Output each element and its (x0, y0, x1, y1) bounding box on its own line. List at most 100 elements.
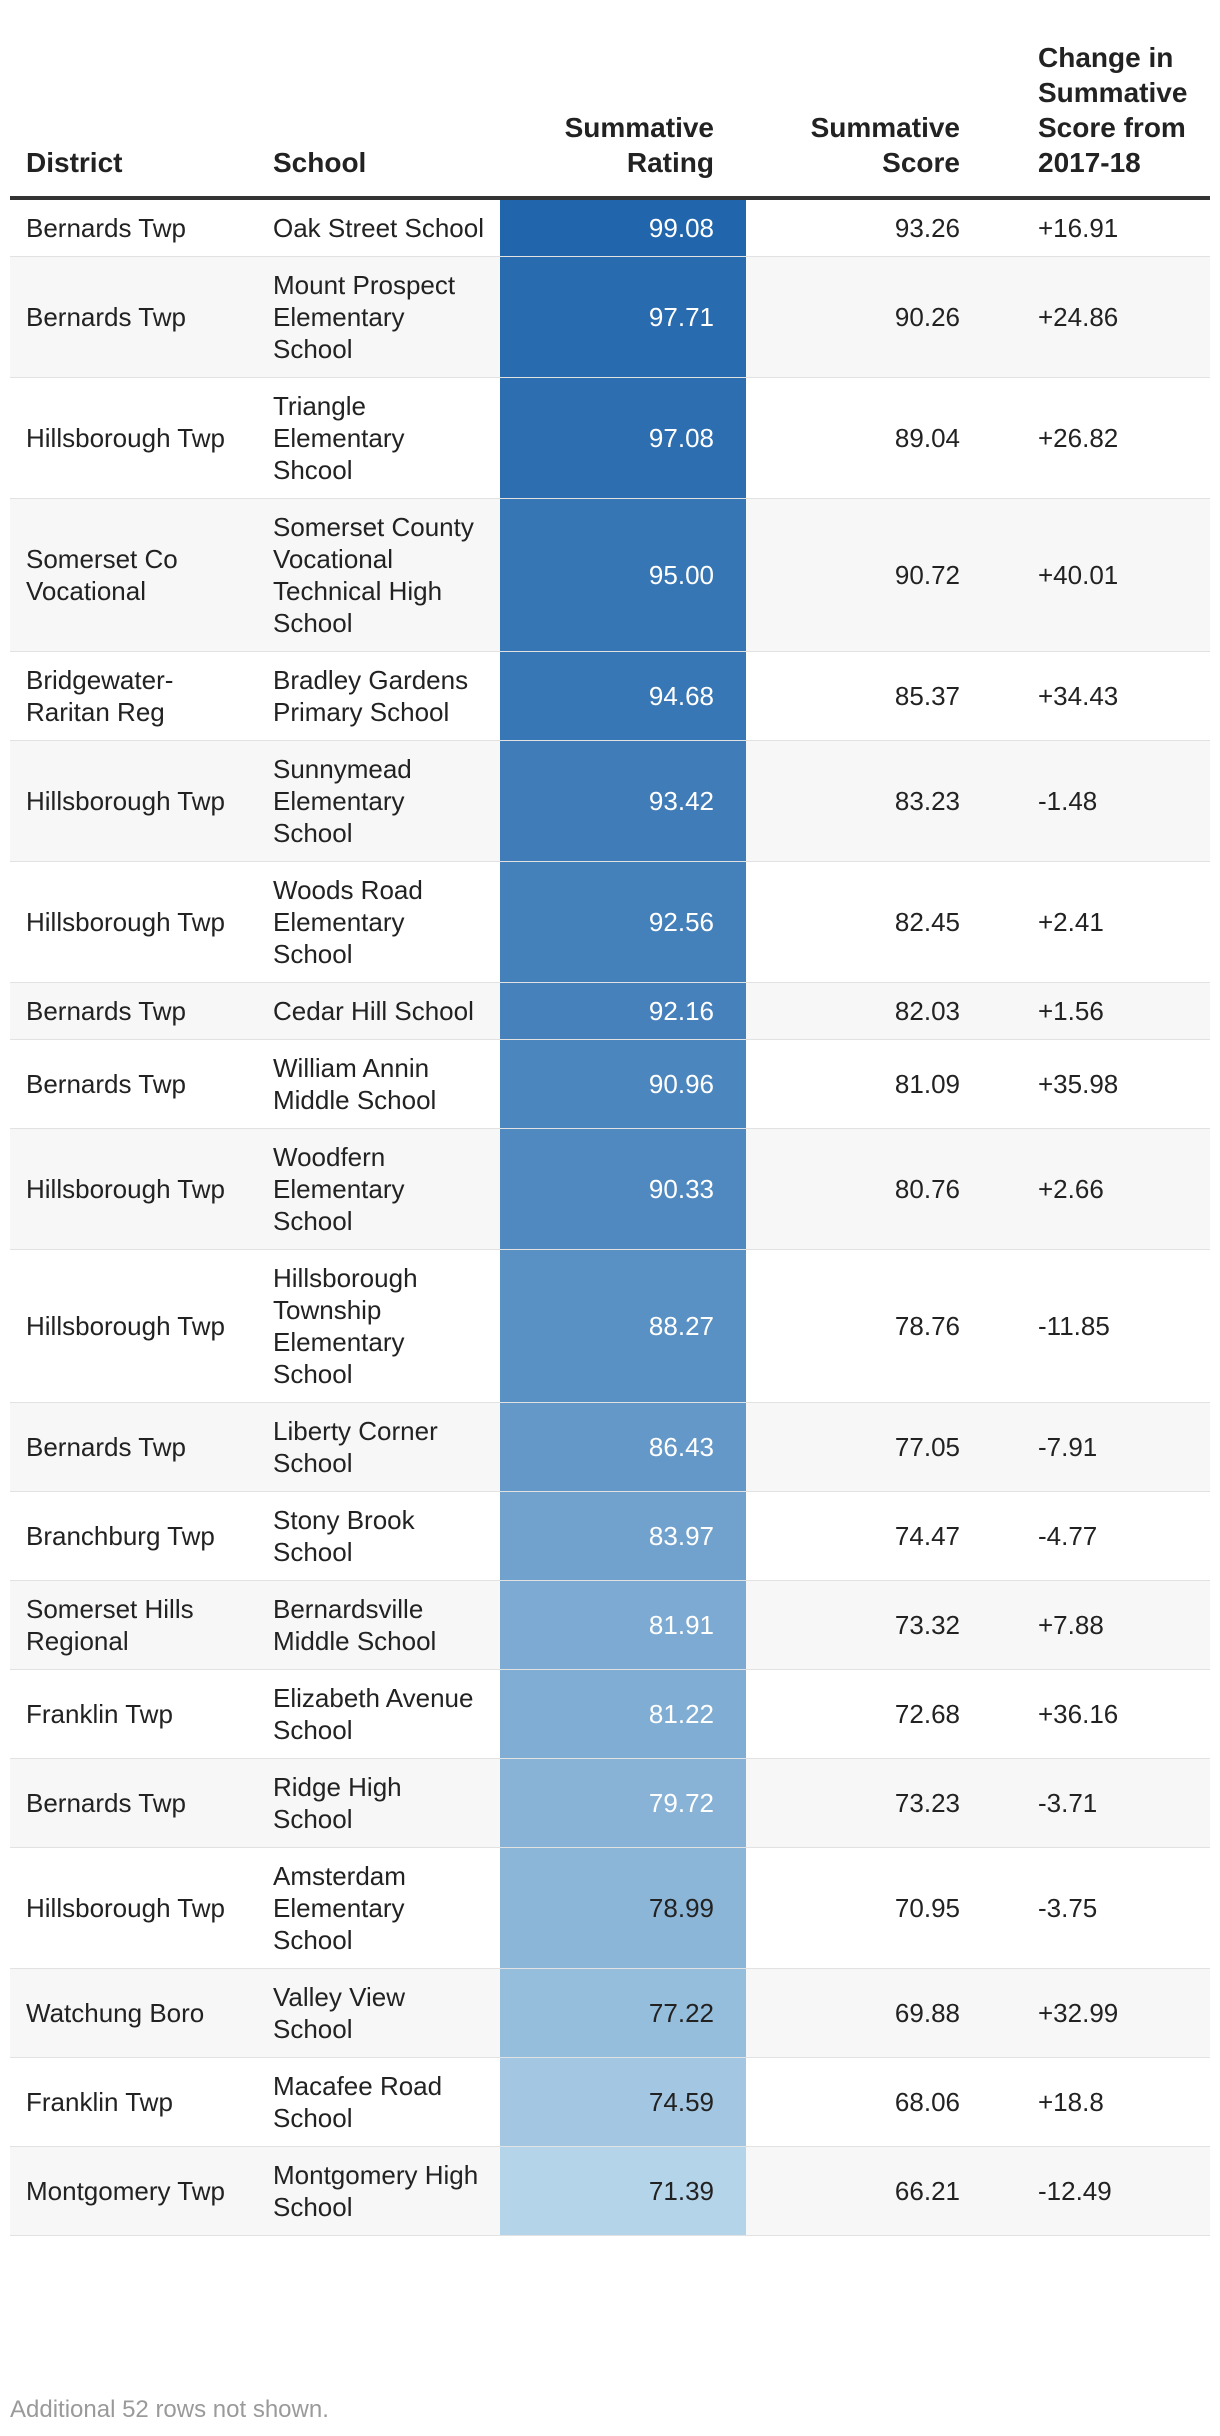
school-cell: Woods Road Elementary School (257, 861, 500, 983)
rating-cell: 93.42 (500, 740, 746, 862)
column-header-change[interactable]: Change in Summative Score from 2017-18 (992, 40, 1210, 200)
table-row: Watchung Boro Valley View School 77.22 69.8… (10, 1968, 1210, 2058)
district-cell: Watchung Boro (10, 1968, 257, 2058)
score-cell: 82.45 (746, 861, 992, 983)
change-cell: +7.88 (992, 1580, 1210, 1670)
rating-cell: 81.91 (500, 1580, 746, 1670)
district-cell: Hillsborough Twp (10, 861, 257, 983)
column-header-school[interactable]: School (257, 40, 500, 200)
rating-cell: 78.99 (500, 1847, 746, 1969)
district-cell: Montgomery Twp (10, 2146, 257, 2236)
school-cell: Montgomery High School (257, 2146, 500, 2236)
score-cell: 69.88 (746, 1968, 992, 2058)
school-cell: Amsterdam Elementary School (257, 1847, 500, 1969)
table-row: Hillsborough Twp Woods Road Elementary Sc… (10, 861, 1210, 983)
change-cell: +32.99 (992, 1968, 1210, 2058)
score-cell: 68.06 (746, 2057, 992, 2147)
table-row: Hillsborough Twp Sunnymead Elementary Sch… (10, 740, 1210, 862)
table-row: Somerset Co Vocational Somerset County Vo… (10, 498, 1210, 652)
column-header-summative-score[interactable]: Summative Score (746, 40, 992, 200)
school-cell: Sunnymead Elementary School (257, 740, 500, 862)
change-cell: -7.91 (992, 1402, 1210, 1492)
school-cell: William Annin Middle School (257, 1039, 500, 1129)
score-cell: 82.03 (746, 982, 992, 1040)
score-cell: 78.76 (746, 1249, 992, 1403)
school-cell: Elizabeth Avenue School (257, 1669, 500, 1759)
footnote: Additional 52 rows not shown. (10, 2396, 329, 2423)
school-cell: Mount Prospect Elementary School (257, 256, 500, 378)
rating-cell: 97.08 (500, 377, 746, 499)
rating-cell: 95.00 (500, 498, 746, 652)
rating-cell: 99.08 (500, 198, 746, 257)
table-row: Bernards Twp Mount Prospect Elementary Sc… (10, 256, 1210, 378)
table-row: Bernards Twp Oak Street School 99.08 93.26 +… (10, 198, 1210, 257)
change-cell: +18.8 (992, 2057, 1210, 2147)
rating-cell: 92.56 (500, 861, 746, 983)
score-cell: 89.04 (746, 377, 992, 499)
score-cell: 66.21 (746, 2146, 992, 2236)
school-cell: Oak Street School (257, 198, 500, 257)
change-cell: +40.01 (992, 498, 1210, 652)
district-cell: Hillsborough Twp (10, 1847, 257, 1969)
district-cell: Somerset Co Vocational (10, 498, 257, 652)
school-cell: Ridge High School (257, 1758, 500, 1848)
rating-cell: 94.68 (500, 651, 746, 741)
change-cell: +35.98 (992, 1039, 1210, 1129)
table-row: Somerset Hills Regional Bernardsville Mid… (10, 1580, 1210, 1670)
column-header-summative-rating[interactable]: Summative Rating (500, 40, 746, 200)
school-cell: Hillsborough Township Elementary School (257, 1249, 500, 1403)
district-cell: Bernards Twp (10, 1758, 257, 1848)
score-cell: 72.68 (746, 1669, 992, 1759)
score-cell: 73.23 (746, 1758, 992, 1848)
change-cell: -3.75 (992, 1847, 1210, 1969)
school-cell: Macafee Road School (257, 2057, 500, 2147)
table-row: Bernards Twp William Annin Middle School 9… (10, 1039, 1210, 1129)
table-row: Hillsborough Twp Hillsborough Township El… (10, 1249, 1210, 1403)
rating-cell: 83.97 (500, 1491, 746, 1581)
change-cell: +34.43 (992, 651, 1210, 741)
change-cell: +24.86 (992, 256, 1210, 378)
score-cell: 77.05 (746, 1402, 992, 1492)
district-cell: Hillsborough Twp (10, 1249, 257, 1403)
table-row: Branchburg Twp Stony Brook School 83.97 74.… (10, 1491, 1210, 1581)
rating-cell: 81.22 (500, 1669, 746, 1759)
rating-cell: 77.22 (500, 1968, 746, 2058)
score-cell: 74.47 (746, 1491, 992, 1581)
rating-cell: 90.96 (500, 1039, 746, 1129)
table-row: Bernards Twp Ridge High School 79.72 73.23-… (10, 1758, 1210, 1848)
rating-cell: 86.43 (500, 1402, 746, 1492)
district-cell: Hillsborough Twp (10, 377, 257, 499)
district-cell: Bernards Twp (10, 1039, 257, 1129)
school-cell: Valley View School (257, 1968, 500, 2058)
district-cell: Bernards Twp (10, 198, 257, 257)
header-row: District School Summative Rating Summati… (10, 40, 1210, 200)
rating-cell: 92.16 (500, 982, 746, 1040)
change-cell: -12.49 (992, 2146, 1210, 2236)
change-cell: +26.82 (992, 377, 1210, 499)
score-cell: 70.95 (746, 1847, 992, 1969)
table-row: Hillsborough Twp Woodfern Elementary Scho… (10, 1128, 1210, 1250)
table-body: Bernards Twp Oak Street School 99.08 93.26 +… (10, 198, 1210, 2236)
district-cell: Hillsborough Twp (10, 1128, 257, 1250)
rating-cell: 71.39 (500, 2146, 746, 2236)
table-row: Franklin Twp Macafee Road School 74.59 68.0… (10, 2057, 1210, 2147)
change-cell: +1.56 (992, 982, 1210, 1040)
column-header-district[interactable]: District (10, 40, 257, 200)
change-cell: +16.91 (992, 198, 1210, 257)
school-cell: Bradley Gardens Primary School (257, 651, 500, 741)
rating-cell: 97.71 (500, 256, 746, 378)
rating-cell: 79.72 (500, 1758, 746, 1848)
change-cell: -4.77 (992, 1491, 1210, 1581)
score-cell: 80.76 (746, 1128, 992, 1250)
school-cell: Woodfern Elementary School (257, 1128, 500, 1250)
score-cell: 85.37 (746, 651, 992, 741)
district-cell: Somerset Hills Regional (10, 1580, 257, 1670)
rating-cell: 88.27 (500, 1249, 746, 1403)
ratings-table: District School Summative Rating Summati… (10, 40, 1210, 2236)
table-row: Hillsborough Twp Triangle Elementary Shco… (10, 377, 1210, 499)
district-cell: Bridgewater-Raritan Reg (10, 651, 257, 741)
score-cell: 73.32 (746, 1580, 992, 1670)
school-cell: Somerset County Vocational Technical Hig… (257, 498, 500, 652)
table-row: Montgomery Twp Montgomery High School 71.3… (10, 2146, 1210, 2236)
district-cell: Franklin Twp (10, 1669, 257, 1759)
